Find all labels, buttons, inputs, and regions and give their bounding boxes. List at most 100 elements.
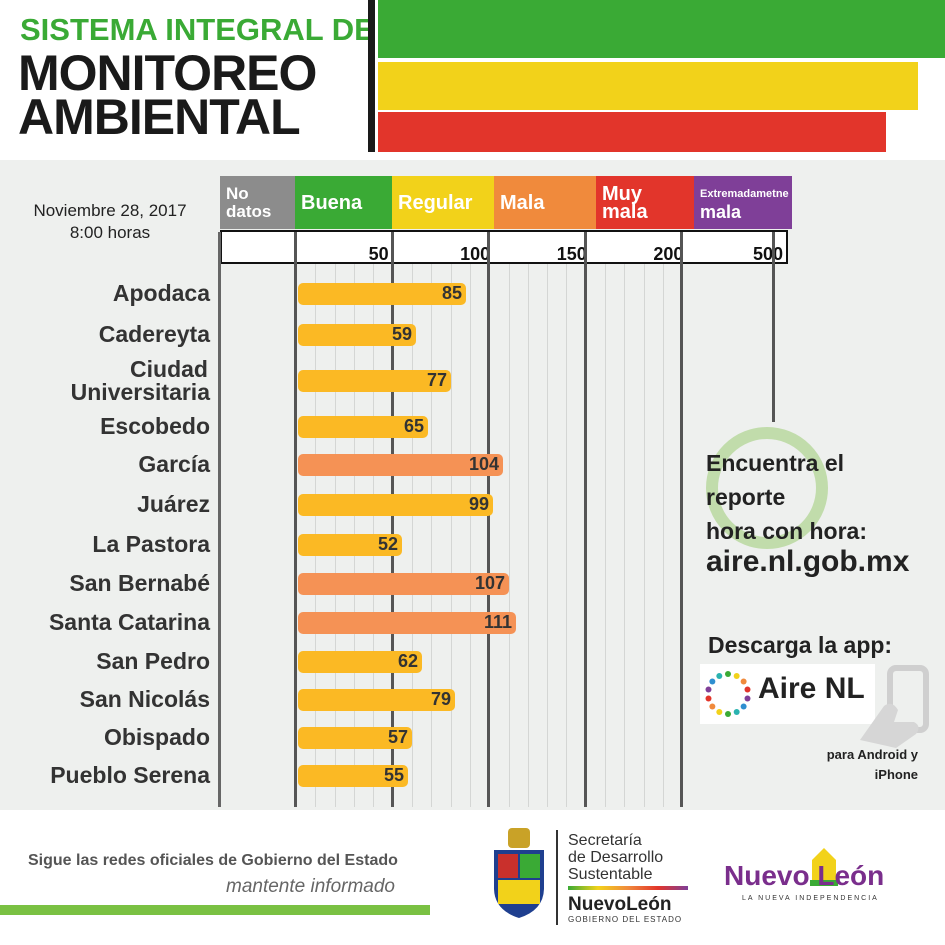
logo-dot	[733, 709, 740, 716]
aire-nl-logo-icon	[705, 671, 751, 717]
bar-value-label: 52	[377, 534, 398, 554]
logo-dot	[740, 703, 747, 710]
state-shield-icon	[494, 828, 544, 918]
platforms-line-1: para Android y	[826, 747, 918, 762]
bar-value-label: 57	[387, 727, 408, 747]
bar-apodaca	[298, 283, 466, 305]
region-label: San Pedro	[96, 648, 210, 674]
header: SISTEMA INTEGRAL DE MONITOREO AMBIENTAL	[0, 0, 945, 160]
phone-hand-icon	[860, 665, 929, 748]
color-bar	[568, 886, 688, 890]
logo-dot	[725, 671, 731, 677]
red-stripe	[378, 112, 886, 152]
header-divider	[368, 0, 375, 152]
state-name: NuevoLeón	[568, 894, 672, 915]
legend-label: Buena	[301, 191, 363, 214]
bar-san-bernabé	[298, 573, 509, 595]
logo-dot	[744, 695, 751, 702]
secretaria-line-1: Secretaría	[568, 832, 642, 849]
minor-gridline	[509, 264, 510, 807]
legend-extremadametne: Extremadametne mala	[694, 176, 792, 229]
major-gridline	[680, 232, 683, 807]
region-label: Juárez	[137, 491, 210, 517]
yellow-stripe	[378, 62, 918, 110]
logo-dot	[709, 703, 716, 710]
bar-obispado	[298, 727, 412, 749]
logo-dot	[716, 672, 723, 679]
region-label: Apodaca	[112, 280, 210, 306]
minor-gridline	[566, 264, 567, 807]
circle-decoration-icon	[706, 427, 828, 549]
brand-tagline: LA NUEVA INDEPENDENCIA	[742, 895, 879, 902]
minor-gridline	[470, 264, 471, 807]
major-gridline	[391, 232, 394, 807]
minor-gridline	[451, 264, 452, 807]
secretaria-line-2: de Desarrollo	[568, 849, 664, 866]
minor-gridline	[412, 264, 413, 807]
region-label: La Pastora	[92, 531, 210, 557]
scale-box	[220, 230, 788, 264]
logo-dot	[705, 686, 712, 693]
bar-garcía	[298, 454, 503, 476]
region-label: Santa Catarina	[48, 609, 210, 635]
legend-label-line-2: datos	[226, 201, 272, 221]
bar-value-label: 55	[383, 765, 404, 785]
bar-juárez	[298, 494, 493, 516]
bar-value-label: 85	[441, 283, 462, 303]
bar-san-nicolás	[298, 689, 455, 711]
legend-buena: Buena	[295, 176, 392, 229]
bar-san-pedro	[298, 651, 422, 673]
region-label: San Bernabé	[69, 570, 210, 596]
legend-label: No datos	[226, 184, 272, 221]
legend-muy: Muy mala	[596, 176, 694, 229]
legend-label-line-2: mala	[700, 201, 742, 222]
minor-gridline	[605, 264, 606, 807]
bar-value-label: 65	[403, 416, 424, 436]
bar-value-label: 104	[468, 454, 499, 474]
report-line-3: hora con hora:	[706, 518, 868, 544]
platforms-text: para Android y iPhone	[800, 745, 918, 785]
legend-label: Extremadametne mala	[700, 185, 789, 221]
informed-text: mantente informado	[226, 876, 395, 897]
logo-dot	[705, 695, 712, 702]
major-gridline	[294, 232, 297, 807]
footer	[0, 810, 945, 945]
legend-label-line-1: Mala	[500, 191, 545, 214]
legend-no: No datos	[220, 176, 295, 229]
minor-gridline	[431, 264, 432, 807]
report-url-link[interactable]: aire.nl.gob.mx	[706, 545, 910, 578]
report-date: Noviembre 28, 2017 8:00 horas	[0, 200, 220, 244]
legend-label-line-2: mala	[602, 200, 648, 223]
bar-escobedo	[298, 416, 428, 438]
title-line-1: SISTEMA INTEGRAL DE	[20, 12, 375, 47]
bell-logo-icon	[810, 848, 838, 886]
region-label: Pueblo Serena	[50, 762, 210, 788]
state-government: GOBIERNO DEL ESTADO	[568, 915, 683, 924]
green-stripe	[378, 0, 945, 58]
bar-ciudad-universitaria	[298, 370, 451, 392]
region-label-line-2: Universitaria	[70, 379, 210, 405]
bar-value-label: 77	[426, 370, 447, 390]
report-line-2: reporte	[706, 484, 786, 510]
bar-value-label: 62	[397, 651, 418, 671]
minor-gridline	[547, 264, 548, 807]
footer-divider	[556, 830, 558, 925]
legend-label-line-1: Buena	[301, 191, 363, 214]
bar-value-label: 59	[391, 324, 412, 344]
legend-label: Mala	[500, 191, 545, 214]
region-label: García	[138, 451, 210, 477]
minor-gridline	[624, 264, 625, 807]
scale-tick-label: 200	[653, 244, 684, 264]
report-line-1: Encuentra el	[706, 450, 845, 476]
report-text: Encuentra el reporte hora con hora:	[706, 446, 867, 548]
logo-dot	[725, 711, 731, 717]
date-text: Noviembre 28, 2017	[33, 201, 187, 220]
scale-tick-label: 500	[752, 244, 784, 264]
y-axis-line	[218, 232, 221, 807]
legend-mala: Mala	[494, 176, 596, 229]
region-label: Escobedo	[100, 413, 210, 439]
bar-santa-catarina	[298, 612, 516, 634]
app-name: Aire NL	[758, 672, 865, 705]
logo-dot	[740, 678, 747, 685]
region-label-line-1: Ciudad	[130, 356, 208, 382]
